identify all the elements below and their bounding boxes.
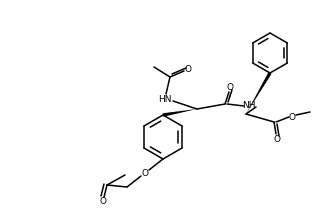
- Polygon shape: [246, 72, 272, 114]
- Text: O: O: [226, 84, 234, 92]
- Text: O: O: [100, 197, 107, 205]
- Text: O: O: [288, 113, 295, 121]
- Text: O: O: [274, 135, 280, 143]
- Text: O: O: [184, 65, 191, 73]
- Text: HN: HN: [158, 95, 172, 103]
- Text: NH: NH: [242, 102, 256, 111]
- Polygon shape: [163, 109, 197, 117]
- Text: O: O: [142, 168, 148, 178]
